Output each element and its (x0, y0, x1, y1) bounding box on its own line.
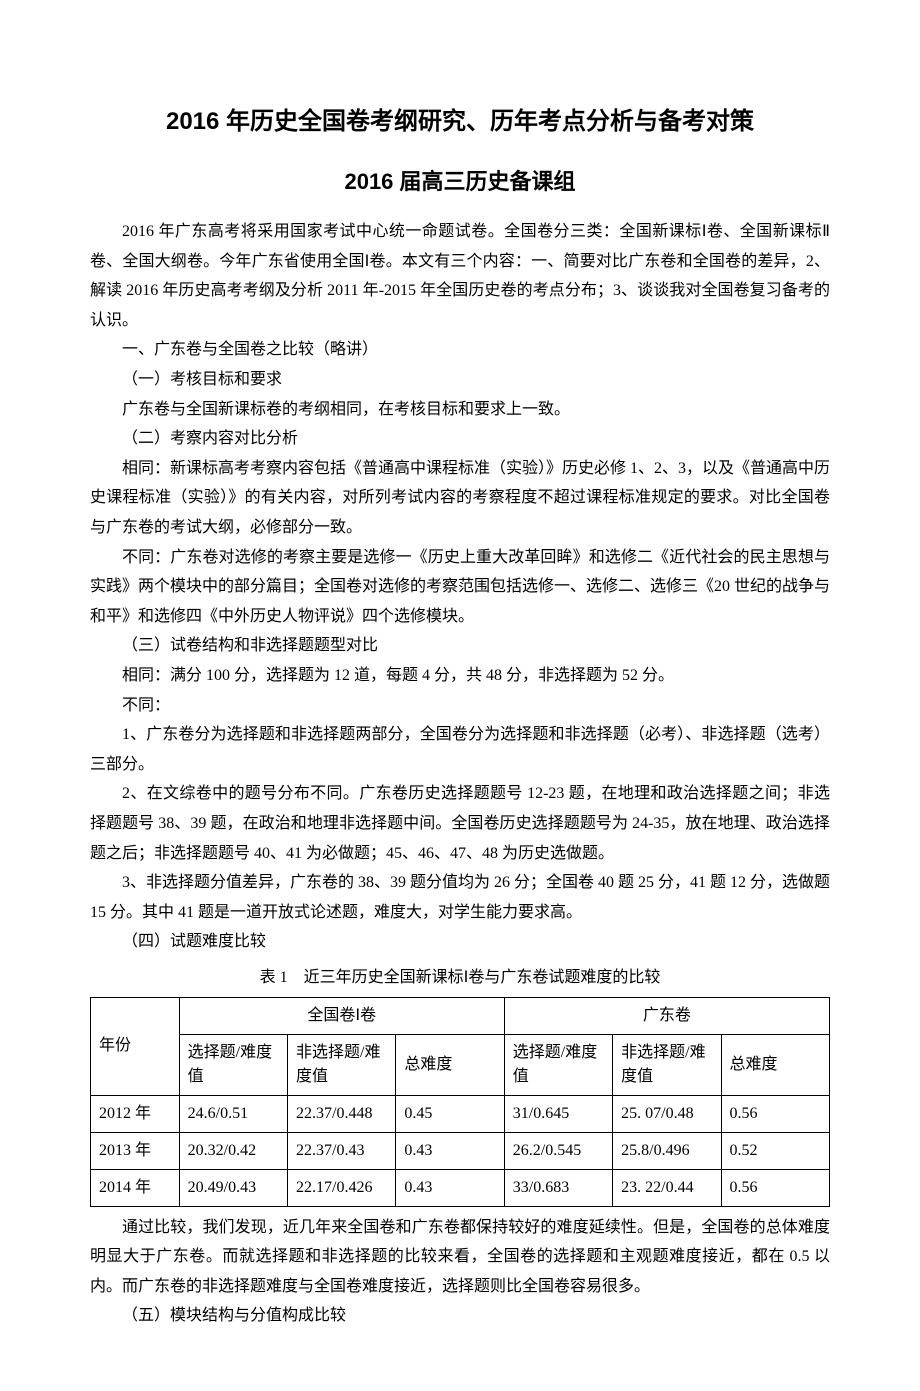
cell-b3: 0.52 (721, 1132, 829, 1169)
cell-a1: 20.32/0.42 (179, 1132, 287, 1169)
cell-a1: 24.6/0.51 (179, 1095, 287, 1132)
section-heading-1-1: （一）考核目标和要求 (90, 365, 830, 395)
para-1-3-diff: 不同： (90, 691, 830, 721)
section-heading-1-2: （二）考察内容对比分析 (90, 424, 830, 454)
cell-a2: 22.17/0.426 (288, 1169, 396, 1206)
cell-a3: 0.43 (396, 1132, 504, 1169)
th-b1: 选择题/难度值 (504, 1034, 612, 1095)
table-row: 2012 年 24.6/0.51 22.37/0.448 0.45 31/0.6… (91, 1095, 830, 1132)
table-caption: 表 1 近三年历史全国新课标Ⅰ卷与广东卷试题难度的比较 (90, 963, 830, 993)
cell-a3: 0.45 (396, 1095, 504, 1132)
cell-b2: 25. 07/0.48 (613, 1095, 721, 1132)
cell-b3: 0.56 (721, 1169, 829, 1206)
th-a1: 选择题/难度值 (179, 1034, 287, 1095)
th-a2: 非选择题/难度值 (288, 1034, 396, 1095)
cell-a2: 22.37/0.43 (288, 1132, 396, 1169)
section-heading-1-4: （四）试题难度比较 (90, 927, 830, 957)
th-year: 年份 (91, 997, 180, 1095)
section-heading-1-5: （五）模块结构与分值构成比较 (90, 1301, 830, 1331)
intro-para: 2016 年广东高考将采用国家考试中心统一命题试卷。全国卷分三类：全国新课标Ⅰ卷… (90, 217, 830, 335)
para-1-1: 广东卷与全国新课标卷的考纲相同，在考核目标和要求上一致。 (90, 395, 830, 425)
table-header-row-2: 选择题/难度值 非选择题/难度值 总难度 选择题/难度值 非选择题/难度值 总难… (91, 1034, 830, 1095)
cell-b3: 0.56 (721, 1095, 829, 1132)
para-1-3-item3: 3、非选择题分值差异，广东卷的 38、39 题分值均为 26 分；全国卷 40 … (90, 868, 830, 927)
th-b2: 非选择题/难度值 (613, 1034, 721, 1095)
th-group-national: 全国卷Ⅰ卷 (179, 997, 504, 1034)
main-title: 2016 年历史全国卷考纲研究、历年考点分析与备考对策 (90, 100, 830, 144)
para-1-2-diff: 不同：广东卷对选修的考察主要是选修一《历史上重大改革回眸》和选修二《近代社会的民… (90, 543, 830, 632)
para-after-table: 通过比较，我们发现，近几年来全国卷和广东卷都保持较好的难度延续性。但是，全国卷的… (90, 1213, 830, 1302)
para-1-3-item2: 2、在文综卷中的题号分布不同。广东卷历史选择题题号 12-23 题，在地理和政治… (90, 779, 830, 868)
sub-title: 2016 届高三历史备课组 (90, 162, 830, 203)
para-1-3-same: 相同：满分 100 分，选择题为 12 道，每题 4 分，共 48 分，非选择题… (90, 661, 830, 691)
cell-year: 2012 年 (91, 1095, 180, 1132)
table-header-row-1: 年份 全国卷Ⅰ卷 广东卷 (91, 997, 830, 1034)
cell-year: 2013 年 (91, 1132, 180, 1169)
section-heading-1: 一、广东卷与全国卷之比较（略讲） (90, 335, 830, 365)
cell-b1: 26.2/0.545 (504, 1132, 612, 1169)
para-1-2-same: 相同：新课标高考考察内容包括《普通高中课程标准（实验）》历史必修 1、2、3，以… (90, 454, 830, 543)
section-heading-1-3: （三）试卷结构和非选择题题型对比 (90, 631, 830, 661)
table-row: 2014 年 20.49/0.43 22.17/0.426 0.43 33/0.… (91, 1169, 830, 1206)
cell-b1: 33/0.683 (504, 1169, 612, 1206)
th-a3: 总难度 (396, 1034, 504, 1095)
cell-year: 2014 年 (91, 1169, 180, 1206)
cell-b2: 25.8/0.496 (613, 1132, 721, 1169)
th-b3: 总难度 (721, 1034, 829, 1095)
table-row: 2013 年 20.32/0.42 22.37/0.43 0.43 26.2/0… (91, 1132, 830, 1169)
cell-a1: 20.49/0.43 (179, 1169, 287, 1206)
cell-b2: 23. 22/0.44 (613, 1169, 721, 1206)
para-1-3-item1: 1、广东卷分为选择题和非选择题两部分，全国卷分为选择题和非选择题（必考）、非选择… (90, 720, 830, 779)
th-group-guangdong: 广东卷 (504, 997, 829, 1034)
cell-a2: 22.37/0.448 (288, 1095, 396, 1132)
difficulty-table: 年份 全国卷Ⅰ卷 广东卷 选择题/难度值 非选择题/难度值 总难度 选择题/难度… (90, 997, 830, 1207)
cell-a3: 0.43 (396, 1169, 504, 1206)
cell-b1: 31/0.645 (504, 1095, 612, 1132)
